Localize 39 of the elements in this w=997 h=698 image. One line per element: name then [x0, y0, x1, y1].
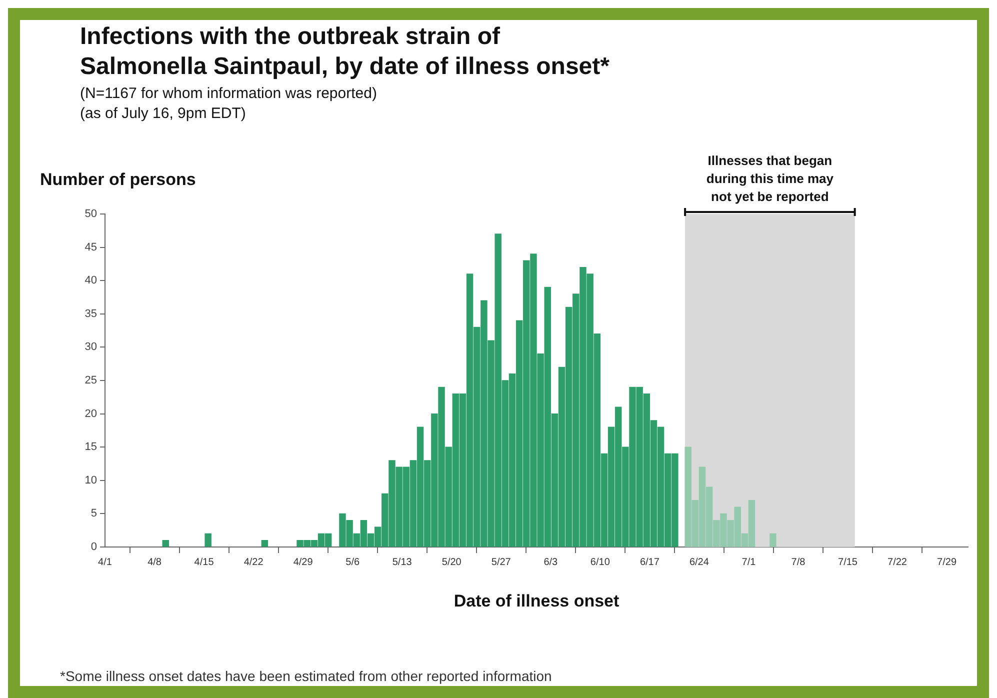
x-tick-label: 5/27: [491, 556, 512, 568]
bar: [770, 533, 776, 547]
chart-subtitle: (N=1167 for whom information was reported) (as of July 16, 9pm EDT): [80, 84, 377, 124]
x-tick-label: 7/15: [838, 556, 858, 568]
y-tick-label: 45: [84, 241, 97, 254]
y-tick-label: 50: [84, 208, 97, 220]
x-tick-label: 4/8: [148, 556, 162, 568]
x-tick-label: 6/10: [590, 556, 610, 568]
y-tick-label: 10: [84, 474, 97, 486]
y-tick-label: 0: [90, 541, 97, 554]
x-tick-label: 4/1: [98, 556, 112, 568]
y-tick-label: 20: [84, 408, 97, 420]
x-tick-label: 5/13: [392, 556, 412, 568]
x-tick-label: 7/1: [742, 556, 756, 568]
y-axis-title: Number of persons: [40, 170, 196, 190]
x-tick-label: 4/15: [194, 556, 214, 568]
x-tick-label: 5/20: [442, 556, 462, 568]
y-tick-label: 35: [84, 308, 97, 320]
x-tick-label: 7/22: [888, 556, 908, 568]
x-tick-label: 6/24: [689, 556, 710, 568]
y-tick-label: 30: [84, 341, 97, 354]
x-tick-label: 7/8: [791, 556, 806, 568]
bar: [261, 540, 268, 547]
y-tick-label: 15: [84, 441, 97, 454]
bar: [162, 540, 169, 547]
x-tick-label: 7/29: [937, 556, 957, 568]
x-tick-label: 6/3: [544, 556, 558, 568]
x-tick-label: 4/29: [293, 556, 314, 568]
y-tick-label: 25: [84, 374, 97, 387]
x-tick-label: 5/6: [346, 556, 360, 568]
x-axis-title: Date of illness onset: [454, 591, 620, 610]
y-tick-label: 40: [84, 274, 97, 287]
x-tick-label: 6/17: [640, 556, 660, 568]
text: *Some illness onset dates have been estimated from other reported information: [60, 668, 552, 684]
bar: [204, 533, 212, 547]
chart-title: Infections with the outbreak strain of Salmonella Saintpaul, by date of illness onset*: [80, 22, 610, 82]
x-tick-label: 4/22: [244, 556, 264, 568]
band-label: Illnesses that began during this time may not yet be reported: [706, 153, 834, 204]
y-tick-label: 5: [90, 508, 97, 520]
